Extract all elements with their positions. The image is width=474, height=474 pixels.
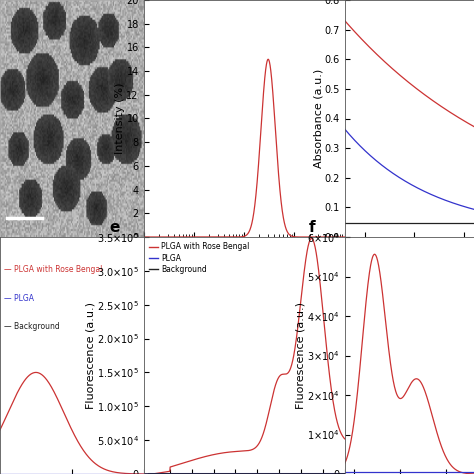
Y-axis label: Fluorescence (a.u.): Fluorescence (a.u.) (296, 302, 306, 409)
Text: f: f (309, 219, 315, 235)
Text: — PLGA with Rose Bengal: — PLGA with Rose Bengal (4, 265, 103, 274)
Y-axis label: Fluorescence (a.u.): Fluorescence (a.u.) (85, 302, 95, 409)
X-axis label: Size (nm): Size (nm) (218, 257, 271, 267)
Text: e: e (109, 219, 120, 235)
Legend: PLGA with Rose Bengal, PLGA, Background: PLGA with Rose Bengal, PLGA, Background (147, 241, 251, 275)
Text: — Background: — Background (4, 322, 60, 331)
Y-axis label: Intensity (%): Intensity (%) (115, 83, 125, 154)
Text: — PLGA: — PLGA (4, 294, 34, 303)
Y-axis label: Absorbance (a.u.): Absorbance (a.u.) (313, 69, 323, 168)
